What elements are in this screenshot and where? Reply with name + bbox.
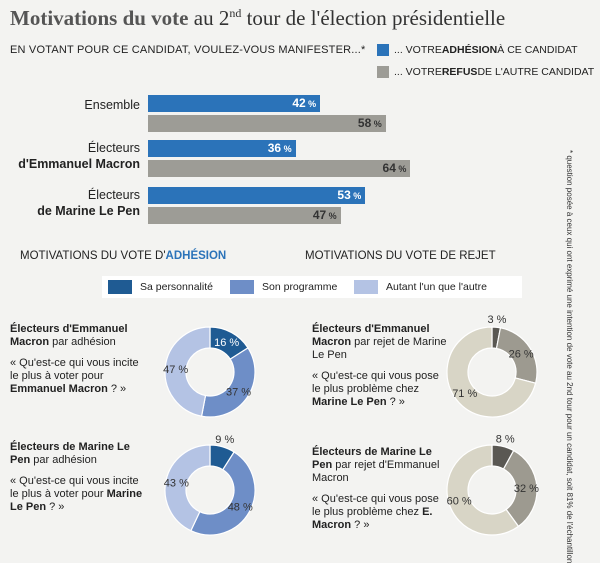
bar-adhesion: 53 % bbox=[148, 187, 366, 204]
section-title-adhesion: MOTIVATIONS DU VOTE D'ADHÉSION bbox=[20, 250, 227, 262]
donut-adhesion-lepen: 9 % 48 % 43 % bbox=[164, 434, 256, 536]
bar-group-label-macron: Électeurs d'Emmanuel Macron bbox=[18, 141, 140, 171]
donut-slice bbox=[164, 444, 211, 532]
bar-adhesion: 36 % bbox=[148, 140, 296, 157]
legend-swatch bbox=[377, 44, 389, 56]
donut-value-label: 60 % bbox=[447, 496, 472, 508]
donut-rejet-macron: 3 % 26 % 71 % bbox=[446, 314, 538, 418]
bar-value-label: 47 % bbox=[312, 208, 337, 222]
donut-legend: Sa personnalité Son programme Autant l'u… bbox=[102, 276, 522, 298]
bar-value-label: 36 % bbox=[267, 141, 292, 155]
donut-slice bbox=[164, 326, 211, 417]
bar-group-label-ensemble: Ensemble bbox=[84, 98, 140, 112]
donut-value-label: 48 % bbox=[228, 502, 253, 514]
bar-value-label: 53 % bbox=[337, 188, 362, 202]
legend-item-refus: ... VOTRE REFUS DE L'AUTRE CANDIDAT bbox=[377, 66, 594, 78]
donut-value-label: 37 % bbox=[226, 386, 251, 398]
donut-value-label: 26 % bbox=[509, 349, 534, 361]
block-rejet-macron: Électeurs d'Emmanuel Macron par rejet de… bbox=[312, 323, 447, 408]
footnote: * question posée à ceux qui ont exprimé … bbox=[565, 150, 574, 563]
legend-item-adhesion: ... VOTRE ADHÉSION À CE CANDIDAT bbox=[377, 44, 578, 56]
donut-adhesion-macron: 16 % 37 % 47 % bbox=[163, 326, 256, 418]
bar-value-label: 42 % bbox=[292, 96, 317, 110]
donut-slice bbox=[502, 449, 538, 528]
chart-question: EN VOTANT POUR CE CANDIDAT, VOULEZ-VOUS … bbox=[10, 44, 366, 56]
bar-adhesion: 42 % bbox=[148, 95, 321, 112]
donut-slice bbox=[190, 451, 256, 536]
donut-value-label: 8 % bbox=[496, 434, 515, 446]
bar-value-label: 58 % bbox=[357, 116, 382, 130]
legend-item-autant: Autant l'un que l'autre bbox=[354, 280, 487, 294]
donut-value-label: 16 % bbox=[214, 337, 239, 349]
donut-slice bbox=[446, 326, 537, 418]
bar-value-label: 64 % bbox=[382, 161, 407, 175]
donut-value-label: 32 % bbox=[514, 483, 539, 495]
bar-refus: 64 % bbox=[148, 160, 411, 177]
block-adhesion-lepen: Électeurs de Marine Le Pen par adhésion … bbox=[10, 441, 143, 513]
bar-group-label-lepen: Électeurs de Marine Le Pen bbox=[37, 188, 140, 218]
legend-item-personnalite: Sa personnalité bbox=[108, 280, 213, 294]
donut-value-label: 47 % bbox=[163, 364, 188, 376]
donut-value-label: 71 % bbox=[452, 388, 477, 400]
block-rejet-lepen: Électeurs de Marine Le Pen par rejet d'E… bbox=[312, 446, 440, 531]
donut-slice bbox=[200, 347, 256, 418]
legend-item-programme: Son programme bbox=[230, 280, 337, 294]
chart-title: Motivations du vote au 2nd tour de l'éle… bbox=[10, 6, 506, 30]
bar-refus: 58 % bbox=[148, 115, 386, 132]
donut-value-label: 43 % bbox=[164, 477, 189, 489]
legend-swatch bbox=[377, 66, 389, 78]
donut-value-label: 3 % bbox=[488, 314, 507, 326]
donut-value-label: 9 % bbox=[215, 434, 234, 446]
bar-refus: 47 % bbox=[148, 207, 341, 224]
donut-rejet-lepen: 8 % 32 % 60 % bbox=[446, 434, 539, 536]
donut-slice bbox=[446, 444, 520, 536]
block-adhesion-macron: Électeurs d'Emmanuel Macron par adhésion… bbox=[10, 323, 139, 395]
section-title-rejet: MOTIVATIONS DU VOTE DE REJET bbox=[305, 250, 496, 262]
